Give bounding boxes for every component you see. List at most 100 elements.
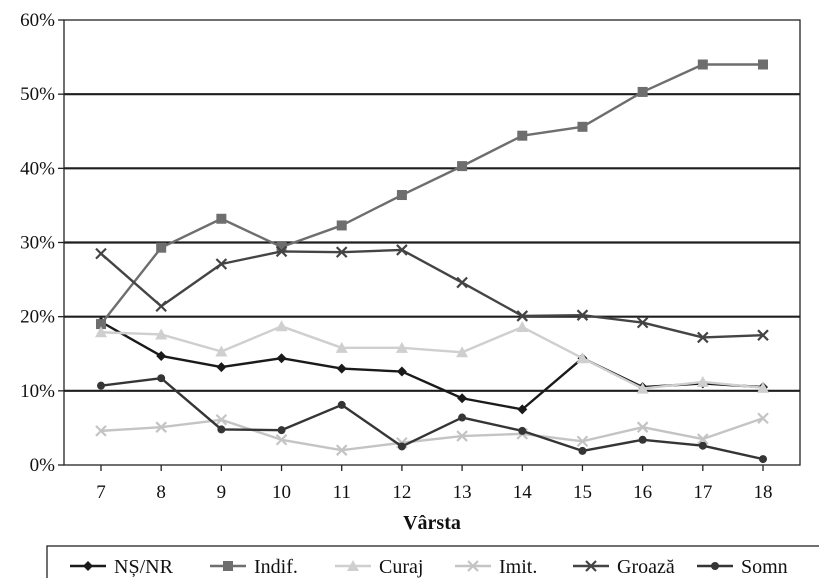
series-line	[100, 63, 763, 325]
series-curaj	[95, 320, 769, 394]
series-imit	[95, 412, 769, 456]
marker-stroke	[155, 421, 167, 433]
marker-stroke	[335, 246, 348, 258]
x-axis-label: Vârsta	[403, 512, 461, 534]
legend-frame	[46, 545, 819, 578]
marker-stroke	[697, 433, 709, 445]
legend-label: Groază	[617, 556, 675, 578]
marker-stroke	[95, 247, 107, 260]
data-point	[759, 455, 767, 464]
data-point	[275, 434, 288, 446]
series-somn	[97, 374, 767, 464]
x-tick-label: 10	[272, 482, 291, 503]
data-point	[697, 331, 709, 344]
marker-stroke	[757, 329, 769, 341]
data-point	[335, 444, 348, 456]
data-point	[638, 435, 647, 444]
marker-stroke	[576, 309, 589, 321]
data-point	[277, 426, 286, 435]
data-point	[637, 86, 648, 97]
x-axis: 7 8 9 10 11 12 13 14 15 16 17 18	[96, 465, 773, 503]
data-point	[758, 59, 768, 70]
legend-swatch-marker	[83, 561, 93, 571]
series-line	[100, 417, 764, 452]
x-tick-label: 11	[333, 482, 351, 503]
data-point	[96, 319, 106, 330]
data-point	[155, 328, 168, 340]
marker-stroke	[155, 300, 167, 313]
data-point	[337, 400, 346, 409]
marker-stroke	[215, 413, 228, 426]
marker-stroke	[516, 310, 529, 322]
marker-stroke	[456, 276, 468, 289]
marker-stroke	[636, 316, 649, 329]
legend-label: Curaj	[379, 556, 423, 578]
x-tick-label: 16	[633, 482, 652, 503]
data-point	[516, 310, 529, 322]
marker-stroke	[585, 560, 597, 572]
legend-item: NȘ/NR	[70, 556, 174, 578]
series-line	[100, 248, 764, 339]
series-n-nr	[96, 316, 768, 415]
marker-stroke	[467, 560, 479, 572]
series-line	[100, 377, 764, 461]
y-tick-label: 40%	[20, 158, 55, 179]
data-point	[516, 321, 529, 333]
series-lines	[95, 59, 769, 464]
legend-label: Imit.	[499, 556, 537, 578]
data-point	[276, 241, 287, 252]
data-point	[456, 346, 469, 358]
y-tick-label: 0%	[30, 455, 56, 476]
x-tick-label: 7	[96, 482, 106, 503]
data-point	[517, 404, 528, 415]
series-line	[100, 320, 764, 411]
data-point	[396, 244, 408, 256]
legend-label: Indif.	[254, 556, 298, 578]
data-point	[576, 309, 589, 321]
data-point	[217, 425, 226, 434]
data-point	[155, 300, 167, 313]
data-point	[696, 375, 709, 387]
data-point	[95, 247, 107, 260]
data-point	[95, 425, 107, 437]
legend-item: Somn	[697, 556, 788, 578]
data-point	[215, 258, 228, 270]
data-point	[456, 276, 468, 289]
data-point	[456, 430, 468, 442]
x-tick-label: 9	[217, 482, 227, 503]
marker-stroke	[697, 331, 709, 344]
marker-stroke	[335, 444, 348, 456]
data-point	[577, 121, 588, 132]
legend-label: Somn	[741, 556, 788, 578]
y-tick-label: 10%	[20, 381, 55, 402]
x-tick-label: 8	[156, 482, 166, 503]
data-point	[215, 345, 228, 357]
data-point	[336, 220, 347, 231]
data-point	[155, 421, 167, 433]
data-point	[697, 59, 708, 70]
data-point	[216, 213, 227, 224]
x-tick-label: 15	[573, 482, 592, 503]
x-tick-label: 17	[693, 482, 712, 503]
series-indif	[96, 59, 768, 330]
data-point	[95, 326, 107, 338]
data-point	[458, 413, 467, 422]
marker-stroke	[275, 245, 288, 258]
data-point	[275, 245, 288, 258]
data-point	[397, 442, 406, 451]
legend-label: NȘ/NR	[114, 556, 174, 578]
data-point	[697, 433, 709, 445]
data-point	[396, 366, 407, 377]
marker-stroke	[757, 412, 769, 425]
y-tick-label: 30%	[20, 233, 55, 254]
data-point	[275, 320, 288, 332]
y-tick-label: 50%	[20, 84, 55, 105]
y-tick-label: 60%	[20, 10, 55, 31]
marker-stroke	[456, 430, 468, 442]
marker-stroke	[396, 244, 408, 256]
data-point	[636, 316, 649, 329]
legend-swatch-marker	[585, 560, 597, 572]
marker-stroke	[215, 258, 228, 270]
data-point	[576, 435, 589, 448]
